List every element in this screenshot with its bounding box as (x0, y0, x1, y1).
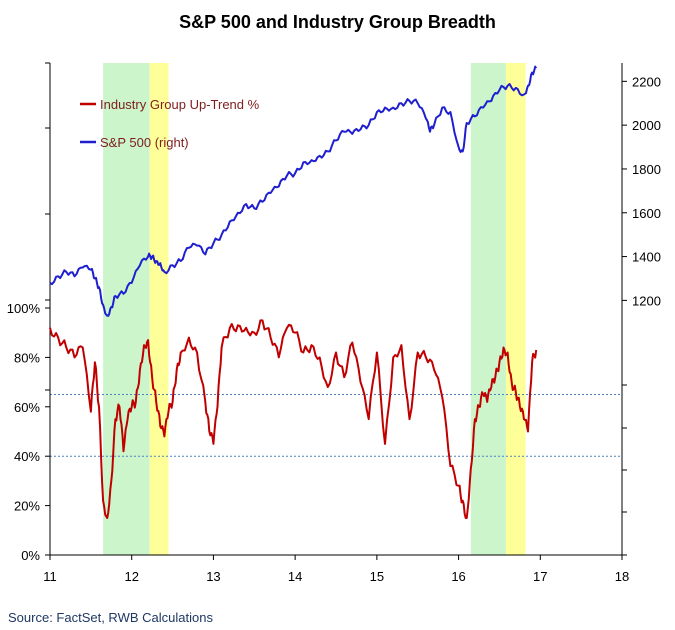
left-tick-label-4: 80% (14, 350, 40, 365)
source-note: Source: FactSet, RWB Calculations (8, 610, 213, 625)
series-lines (49, 65, 538, 519)
series-line-1 (49, 65, 538, 317)
x-tick-label-11: 11 (43, 569, 57, 584)
series-line-0 (49, 319, 538, 519)
left-tick-label-5: 100% (7, 301, 41, 316)
left-tick-label-2: 40% (14, 449, 40, 464)
right-tick-label-1200: 1200 (632, 293, 661, 308)
right-tick-label-1800: 1800 (632, 162, 661, 177)
chart-title: S&P 500 and Industry Group Breadth (179, 12, 496, 32)
legend-label-1: S&P 500 (right) (100, 135, 189, 150)
right-tick-label-2000: 2000 (632, 118, 661, 133)
shaded-region-3 (505, 63, 526, 555)
legend-label-0: Industry Group Up-Trend % (100, 97, 260, 112)
x-tick-label-16: 16 (451, 569, 465, 584)
shaded-region-2 (470, 63, 506, 555)
tick-labels: 11 12 13 14 15 16 17 18 0% 20% 40% 60% 80% 100% 1200 14… (7, 74, 661, 584)
right-tick-label-1400: 1400 (632, 250, 661, 265)
axes (45, 62, 627, 560)
x-tick-label-17: 17 (533, 569, 547, 584)
x-tick-label-13: 13 (206, 569, 220, 584)
x-tick-label-15: 15 (370, 569, 384, 584)
reference-lines (50, 393, 622, 457)
right-tick-label-1600: 1600 (632, 206, 661, 221)
x-tick-label-14: 14 (288, 569, 302, 584)
left-tick-label-0: 0% (21, 548, 40, 563)
legend: Industry Group Up-Trend % S&P 500 (right) (80, 97, 260, 150)
left-tick-label-3: 60% (14, 400, 40, 415)
x-tick-label-12: 12 (124, 569, 138, 584)
x-tick-label-18: 18 (615, 569, 629, 584)
right-tick-label-2200: 2200 (632, 74, 661, 89)
left-tick-label-1: 20% (14, 499, 40, 514)
